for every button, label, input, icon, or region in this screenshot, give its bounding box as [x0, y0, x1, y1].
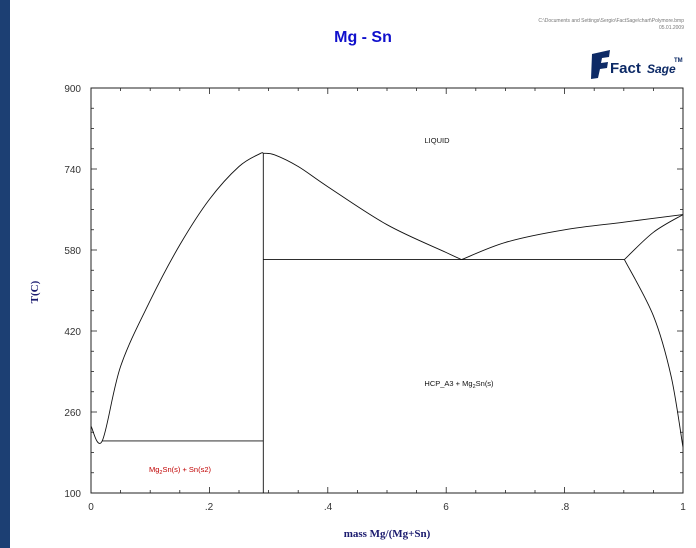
y-tick-label: 420	[64, 327, 81, 338]
file-path: C:\Documents and Settings\Sergio\FactSag…	[538, 18, 684, 24]
hcp-label-prefix: HCP_A3 + Mg	[424, 379, 472, 388]
x-tick-label: 6	[443, 502, 449, 513]
phase-diagram: Mg - Sn C:\Documents and Settings\Sergio…	[29, 18, 686, 540]
logo-sage: Sage	[647, 62, 676, 76]
x-tick-label: 1	[680, 502, 686, 513]
y-tick-label: 740	[64, 165, 81, 176]
phase-boundary-liquidus-mg2sn-to-eutectic	[263, 152, 462, 261]
x-tick-label: .4	[324, 502, 333, 513]
phase-boundary-liquidus-sn-side	[90, 152, 264, 444]
x-tick-labels: 0 .2 .4 6 .8 1	[88, 502, 686, 513]
plot-frame	[90, 87, 684, 494]
logo-f-mark	[591, 50, 610, 79]
x-axis-title: mass Mg/(Mg+Sn)	[344, 528, 431, 540]
y-tick-label: 260	[64, 408, 81, 419]
phase-boundary-solvus-hcp	[623, 259, 684, 448]
left-label-suffix: Sn(s) + Sn(s2)	[162, 465, 211, 474]
logo-fact: Fact	[610, 60, 641, 77]
diagram-window: Mg - Sn C:\Documents and Settings\Sergio…	[10, 0, 696, 548]
y-tick-labels: 900 740 580 420 260 100	[64, 84, 81, 500]
region-label-liquid: LIQUID	[424, 136, 450, 145]
left-label-prefix: Mg	[149, 465, 159, 474]
hcp-label-suffix: Sn(s)	[476, 379, 494, 388]
y-axis-title: T(C)	[29, 280, 41, 303]
phase-boundaries	[90, 152, 684, 493]
left-label-subscript: 2	[159, 470, 162, 476]
phase-boundary-solidus-hcp	[624, 214, 684, 260]
file-date: 05.01.2009	[659, 25, 684, 31]
region-label-mg2sn-sn: Mg2Sn(s) + Sn(s2)	[149, 465, 212, 476]
x-tick-label: .8	[561, 502, 570, 513]
logo-tm: TM	[674, 58, 683, 64]
hcp-label-subscript: 2	[473, 384, 476, 390]
y-tick-label: 580	[64, 246, 81, 257]
factsage-logo: Fact Sage TM	[591, 50, 683, 79]
x-tick-label: .2	[205, 502, 214, 513]
y-tick-label: 900	[64, 84, 81, 95]
diagram-title: Mg - Sn	[334, 29, 392, 46]
region-label-hcp-mg2sn: HCP_A3 + Mg2Sn(s)	[424, 379, 494, 390]
y-tick-label: 100	[64, 489, 81, 500]
phase-boundary-liquidus-mg-side	[461, 214, 684, 261]
axis-ticks	[90, 87, 684, 494]
x-tick-label: 0	[88, 502, 94, 513]
